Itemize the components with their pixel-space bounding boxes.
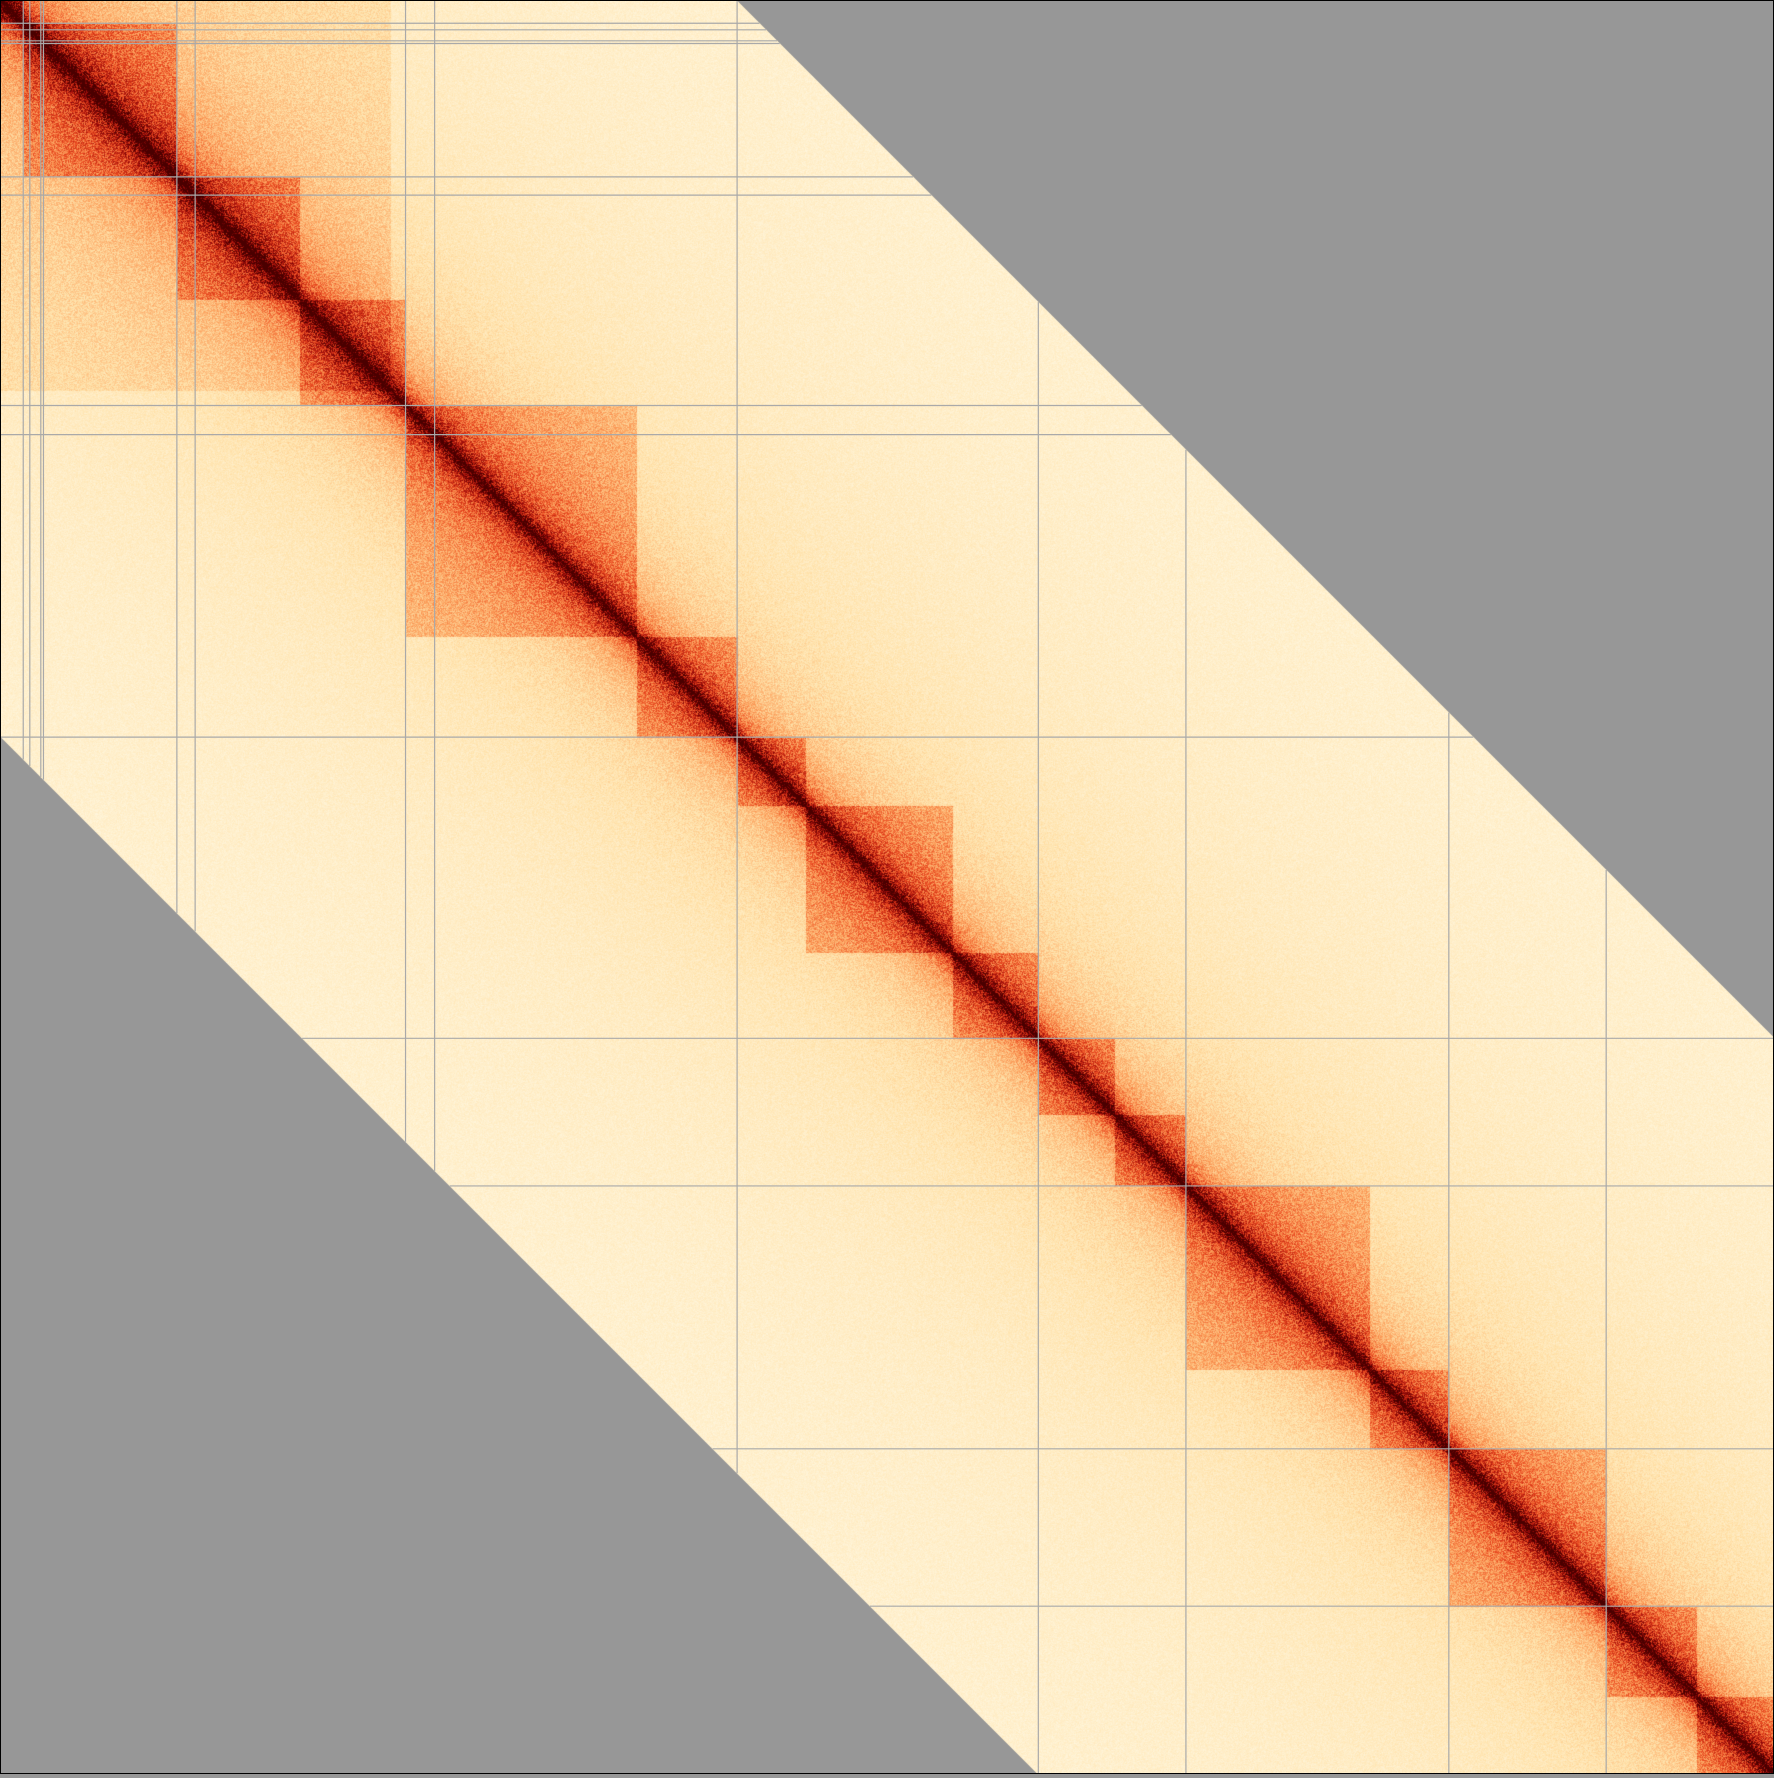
scaffold-grid [0, 0, 1774, 1774]
hic-contact-map [0, 0, 1774, 1774]
contact-heatmap [0, 0, 1774, 1774]
